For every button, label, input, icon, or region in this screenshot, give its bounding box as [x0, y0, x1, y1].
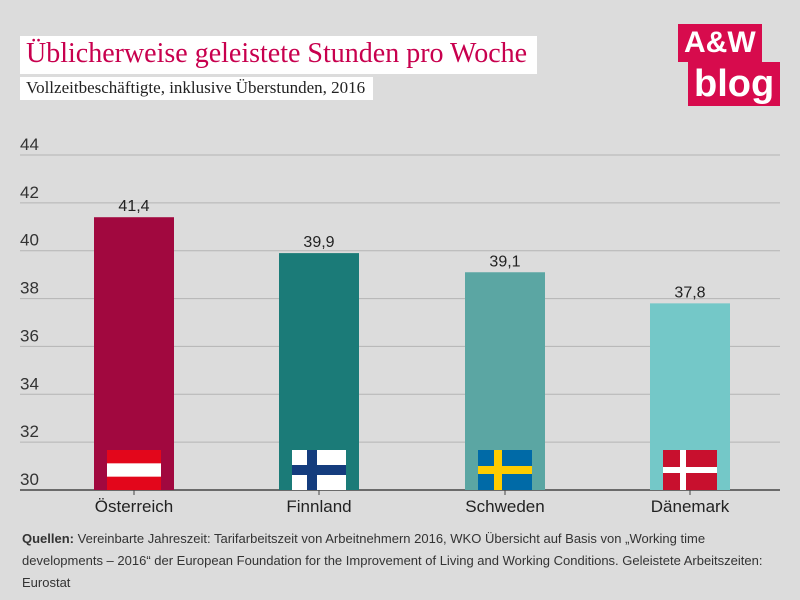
- sweden-flag-icon: [478, 450, 532, 490]
- bar-österreich: [94, 217, 174, 490]
- denmark-flag-icon: [663, 450, 717, 490]
- subtitle-box: Vollzeitbeschäftigte, inklusive Überstun…: [20, 77, 374, 100]
- title-box: Üblicherweise geleistete Stunden pro Woc…: [20, 36, 538, 74]
- data-label: 37,8: [674, 284, 705, 301]
- y-tick-label: 32: [20, 422, 39, 441]
- y-tick-label: 30: [20, 470, 39, 489]
- chart-subtitle: Vollzeitbeschäftigte, inklusive Überstun…: [26, 78, 366, 97]
- logo-aw: A&W: [678, 24, 762, 62]
- y-tick-label: 40: [20, 231, 39, 250]
- data-label: 39,1: [489, 253, 520, 270]
- y-tick-label: 44: [20, 135, 39, 154]
- x-category-label: Österreich: [95, 497, 173, 516]
- austria-flag-icon: [107, 450, 161, 490]
- data-label: 39,9: [303, 234, 334, 251]
- y-tick-label: 42: [20, 183, 39, 202]
- y-tick-label: 36: [20, 326, 39, 345]
- source-note: Quellen: Vereinbarte Jahreszeit: Tarifar…: [22, 528, 782, 594]
- x-category-label: Dänemark: [651, 497, 730, 516]
- x-category-label: Schweden: [465, 497, 544, 516]
- finland-flag-icon: [292, 450, 346, 490]
- chart-title: Üblicherweise geleistete Stunden pro Woc…: [26, 38, 528, 69]
- y-tick-label: 38: [20, 279, 39, 298]
- y-tick-label: 34: [20, 374, 39, 393]
- source-text: Vereinbarte Jahreszeit: Tarifarbeitszeit…: [22, 531, 763, 590]
- x-category-label: Finnland: [286, 497, 351, 516]
- source-label: Quellen:: [22, 531, 75, 546]
- data-label: 41,4: [118, 198, 149, 215]
- logo-blog: blog: [688, 62, 781, 106]
